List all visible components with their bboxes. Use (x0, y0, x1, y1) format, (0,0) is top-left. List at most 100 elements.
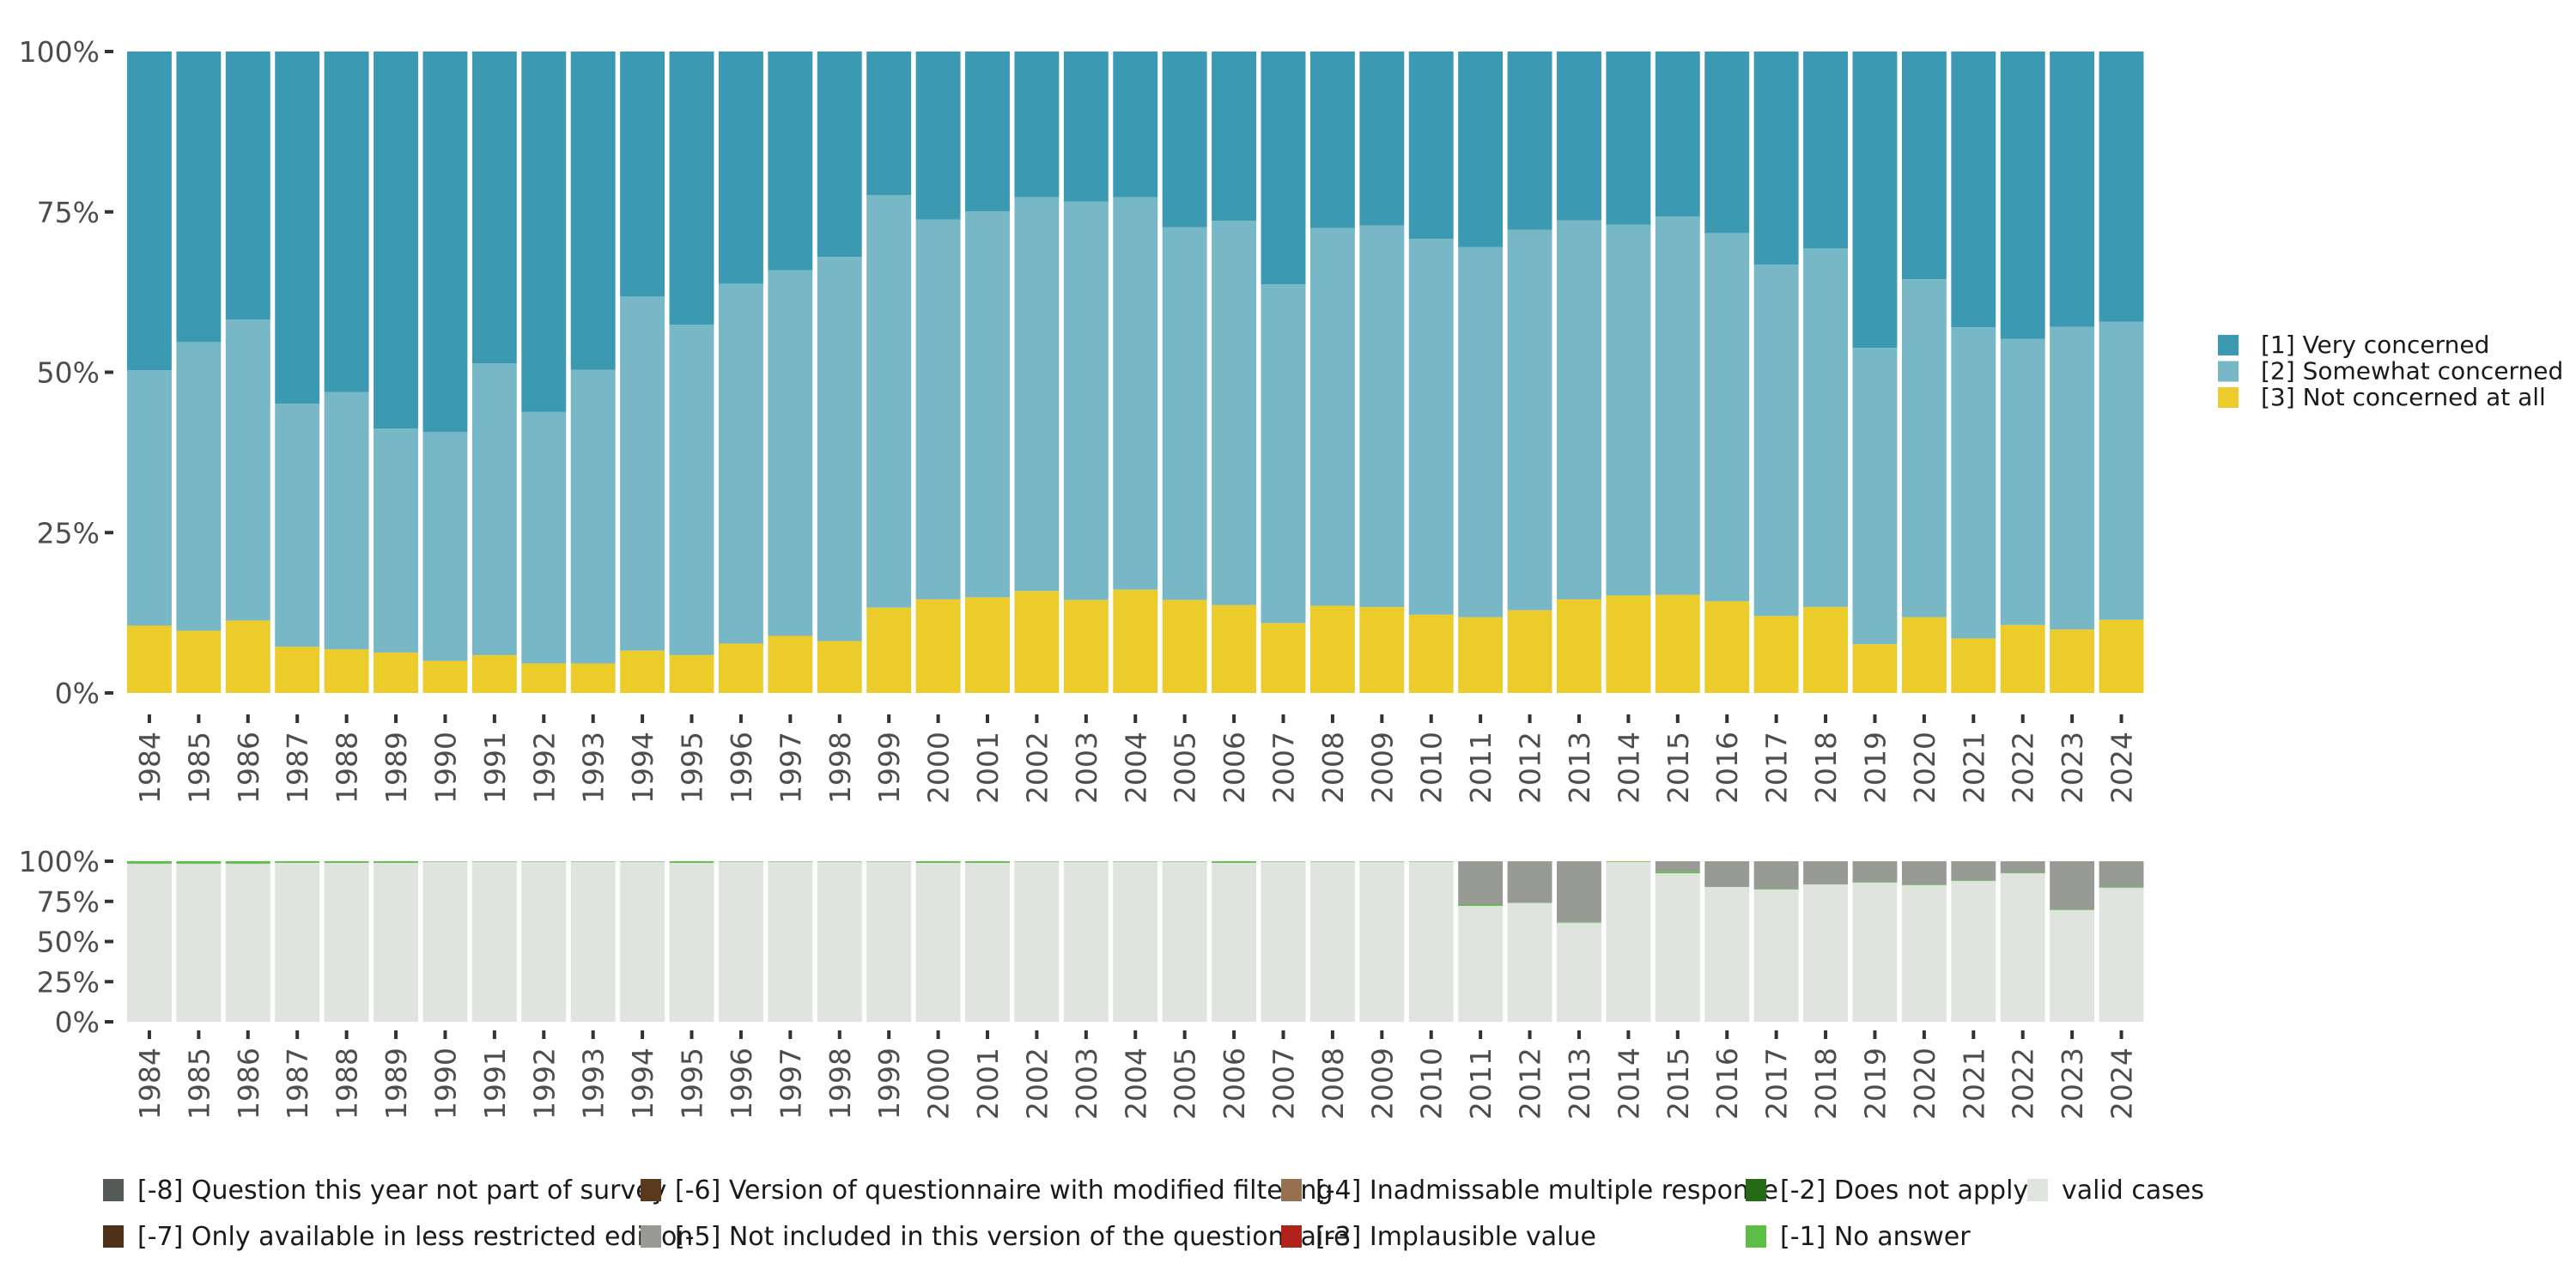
x-tick-label: 1991 (478, 1048, 512, 1120)
bar-segment-2010-s0 (1408, 614, 1454, 693)
bar-segment-1992-s1 (521, 411, 567, 664)
bar-segment-2010-s1 (1408, 861, 1454, 862)
bar-segment-1985-s1 (176, 342, 222, 631)
bar-segment-2014-s1 (1606, 224, 1651, 596)
bar-segment-2012-s1 (1507, 229, 1552, 611)
bar-segment-2000-s0 (915, 862, 961, 1022)
x-tick-label: 2022 (2007, 732, 2040, 804)
bar-segment-2021-s1 (1951, 327, 1996, 639)
bar-segment-2009-s2 (1359, 52, 1405, 226)
bar-segment-2022-s0 (2000, 873, 2045, 1022)
bar-segment-1997-s2 (768, 52, 813, 270)
x-tick-label: 2010 (1415, 1048, 1449, 1120)
bar-segment-1988-s2 (324, 52, 369, 392)
x-tick-label: 2008 (1316, 1048, 1350, 1120)
x-tick-label: 2005 (1169, 1048, 1202, 1120)
bar-segment-2009-s1 (1359, 861, 1405, 862)
bar-segment-2017-s0 (1753, 616, 1799, 693)
bar-segment-2001-s1 (965, 211, 1010, 598)
bar-segment-2017-s2 (1753, 52, 1799, 264)
bar-segment-2014-s2 (1606, 52, 1651, 225)
bar-segment-2019-s1 (1852, 348, 1898, 645)
x-tick-label: 2002 (1020, 1048, 1054, 1120)
bar-segment-2006-s0 (1212, 862, 1257, 1022)
bar-segment-1986-s1 (225, 319, 270, 621)
legend-label: [2] Somewhat concerned (2261, 357, 2563, 386)
bar-segment-2014-s0 (1606, 861, 1651, 1022)
bar-segment-1987-s1 (275, 861, 320, 863)
bar-segment-2006-s2 (1212, 52, 1257, 222)
bar-segment-2018-s1 (1803, 248, 1849, 607)
bar-segment-2018-s5 (1803, 861, 1849, 884)
bar-segment-2015-s5 (1655, 861, 1700, 872)
bar-segment-2002-s0 (1014, 591, 1060, 693)
bar-segment-1996-s0 (718, 861, 763, 1022)
bar-segment-1990-s1 (422, 431, 468, 661)
bar-segment-1999-s1 (866, 861, 912, 862)
bar-segment-2008-s0 (1309, 861, 1355, 1022)
bar-segment-2022-s0 (2000, 624, 2045, 693)
x-tick-label: 2012 (1514, 1048, 1547, 1120)
bar-segment-2007-s1 (1261, 861, 1306, 862)
bar-segment-1992-s1 (521, 861, 567, 862)
bar-segment-1988-s1 (324, 392, 369, 650)
bar-segment-2021-s0 (1951, 638, 1996, 693)
bar-segment-2010-s0 (1408, 861, 1454, 1022)
bar-segment-2017-s1 (1753, 264, 1799, 617)
legend-swatch (1746, 1179, 1766, 1201)
bar-segment-2013-s2 (1557, 52, 1601, 221)
top-chart-concern: 0% 25% 50% 75% 100% 1984 1985 1986 1987 1988 1989… (19, 35, 2564, 804)
y-tick-label: 75% (37, 885, 100, 919)
bar-segment-1984-s2 (127, 52, 172, 371)
y-tick-label: 25% (37, 516, 100, 550)
x-tick-label: 1984 (133, 732, 167, 804)
bar-segment-1994-s0 (620, 650, 665, 693)
bar-segment-1985-s0 (176, 630, 222, 693)
bar-segment-2005-s0 (1162, 599, 1207, 693)
bar-segment-2011-s1 (1458, 246, 1504, 617)
bar-segment-2000-s2 (915, 52, 961, 220)
bar-segment-2018-s0 (1803, 606, 1849, 693)
bar-segment-2012-s1 (1507, 902, 1552, 903)
legend-swatch (1281, 1179, 1302, 1201)
bar-segment-2004-s1 (1113, 197, 1158, 590)
x-tick-label: 1996 (725, 732, 758, 804)
bar-segment-2004-s0 (1113, 861, 1158, 1022)
bar-segment-1989-s0 (374, 862, 418, 1022)
bar-segment-2008-s1 (1309, 861, 1355, 862)
y-tick-label: 75% (37, 196, 100, 229)
bar-segment-2015-s0 (1655, 594, 1700, 693)
bar-segment-2020-s0 (1901, 884, 1947, 1022)
x-tick-label: 2021 (1957, 732, 1990, 804)
bar-segment-1998-s0 (817, 861, 862, 1022)
x-tick-label: 1988 (331, 732, 364, 804)
bar-segment-2023-s0 (2050, 909, 2095, 1022)
bar-segment-1989-s1 (374, 861, 418, 863)
bar-segment-2016-s0 (1704, 601, 1750, 693)
bar-segment-2014-s1 (1606, 861, 1651, 862)
x-tick-label: 2009 (1365, 1048, 1399, 1120)
bar-segment-1999-s0 (866, 861, 912, 1022)
bar-segment-1988-s0 (324, 649, 369, 693)
top-legend: [1] Very concerned[2] Somewhat concerned… (2218, 331, 2563, 411)
bar-segment-1997-s1 (768, 861, 813, 862)
bar-segment-2020-s5 (1901, 861, 1947, 885)
bar-segment-1991-s0 (471, 654, 517, 693)
x-tick-label: 2016 (1710, 1048, 1744, 1120)
bar-segment-2003-s0 (1063, 599, 1109, 693)
bar-segment-1989-s2 (374, 52, 418, 429)
bar-segment-2005-s0 (1162, 861, 1207, 1022)
legend-swatch (2218, 335, 2239, 355)
x-tick-label: 2017 (1760, 732, 1794, 804)
bar-segment-2005-s2 (1162, 52, 1207, 228)
x-tick-label: 2012 (1514, 732, 1547, 804)
bar-segment-1993-s0 (570, 663, 616, 693)
x-tick-label: 1999 (872, 1048, 906, 1120)
bar-segment-2009-s0 (1359, 606, 1405, 693)
bar-segment-2017-s0 (1753, 889, 1799, 1022)
bar-segment-2019-s1 (1852, 882, 1898, 883)
bar-segment-2008-s1 (1309, 228, 1355, 606)
bar-segment-2017-s5 (1753, 861, 1799, 890)
bar-segment-1996-s1 (718, 283, 763, 644)
